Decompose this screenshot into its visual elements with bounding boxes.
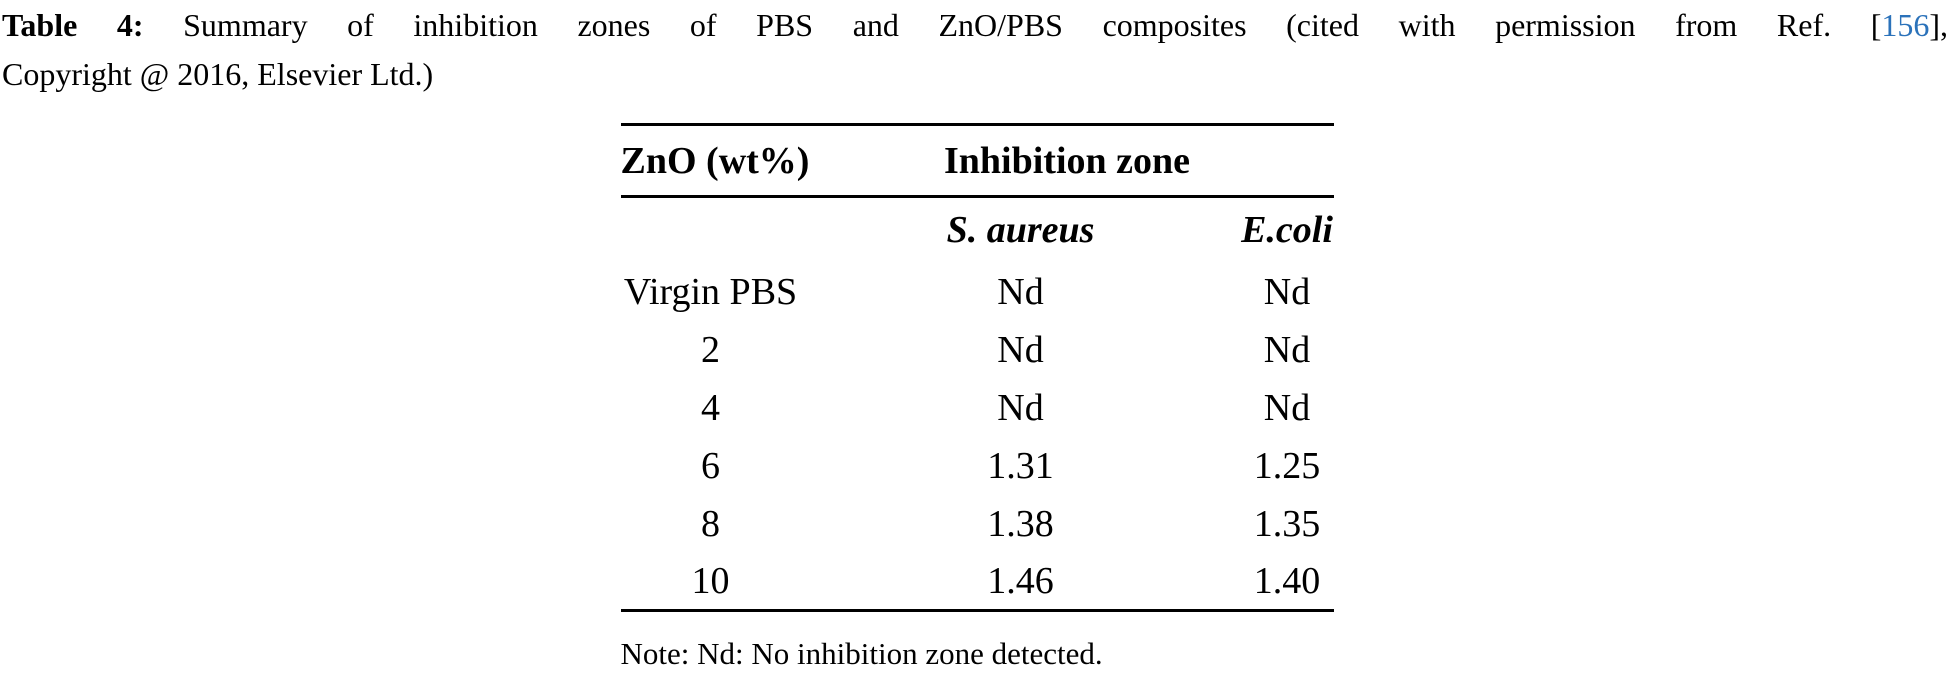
caption-table-label: Table 4: (2, 7, 144, 43)
citation-bracket-close: ], (1929, 7, 1949, 43)
table-row: 6 1.31 1.25 (621, 437, 1334, 495)
column-header-zno: ZnO (wt%) (620, 124, 809, 198)
citation-link[interactable]: 156 (1881, 7, 1930, 43)
subheader-empty-cell (621, 197, 801, 263)
inhibition-zone-table: ZnO (wt%) Inhibition zone S. aureus E.co… (620, 123, 1334, 612)
table-row: 2 Nd Nd (621, 321, 1334, 379)
cell-s-aureus: 1.31 (987, 444, 1054, 487)
cell-s-aureus: 1.38 (987, 502, 1054, 545)
table-note: Note: Nd: No inhibition zone detected. (620, 636, 1103, 671)
table-row: 8 1.38 1.35 (621, 495, 1334, 553)
cell-zno: 4 (701, 386, 720, 429)
table-row: 4 Nd Nd (621, 379, 1334, 437)
table-row: 10 1.46 1.40 (621, 553, 1334, 611)
table-row: Virgin PBS Nd Nd (621, 263, 1334, 321)
cell-e-coli: 1.35 (1253, 502, 1321, 545)
cell-s-aureus: Nd (997, 270, 1044, 313)
cell-zno: 6 (701, 444, 720, 487)
cell-zno: 2 (701, 328, 720, 371)
caption-line-2: Copyright @ 2016, Elsevier Ltd.) (2, 56, 434, 92)
table-header-row: ZnO (wt%) Inhibition zone (620, 124, 1334, 198)
cell-zno: Virgin PBS (623, 270, 798, 313)
cell-s-aureus: Nd (997, 386, 1044, 429)
cell-s-aureus: 1.46 (987, 559, 1054, 602)
cell-s-aureus: Nd (997, 328, 1044, 371)
cell-e-coli: 1.25 (1253, 444, 1321, 487)
cell-e-coli: 1.40 (1253, 559, 1321, 602)
cell-e-coli: Nd (1263, 328, 1311, 371)
table-caption: Table 4: Summary of inhibition zones of … (0, 0, 1954, 99)
cell-zno: 8 (701, 502, 720, 545)
subheader-e-coli: E.coli (1241, 209, 1333, 252)
caption-line-1: Table 4: Summary of inhibition zones of … (2, 1, 1948, 50)
citation-bracket-open: [ (1870, 7, 1882, 43)
subheader-s-aureus: S. aureus (946, 209, 1095, 252)
cell-zno: 10 (691, 559, 730, 602)
table-container: ZnO (wt%) Inhibition zone S. aureus E.co… (620, 123, 1334, 612)
caption-text: Summary of inhibition zones of PBS and Z… (143, 7, 1871, 43)
column-header-inhibition-zone: Inhibition zone (800, 124, 1334, 198)
cell-e-coli: Nd (1263, 270, 1311, 313)
table-subheader-row: S. aureus E.coli (621, 197, 1334, 263)
cell-e-coli: Nd (1263, 386, 1311, 429)
